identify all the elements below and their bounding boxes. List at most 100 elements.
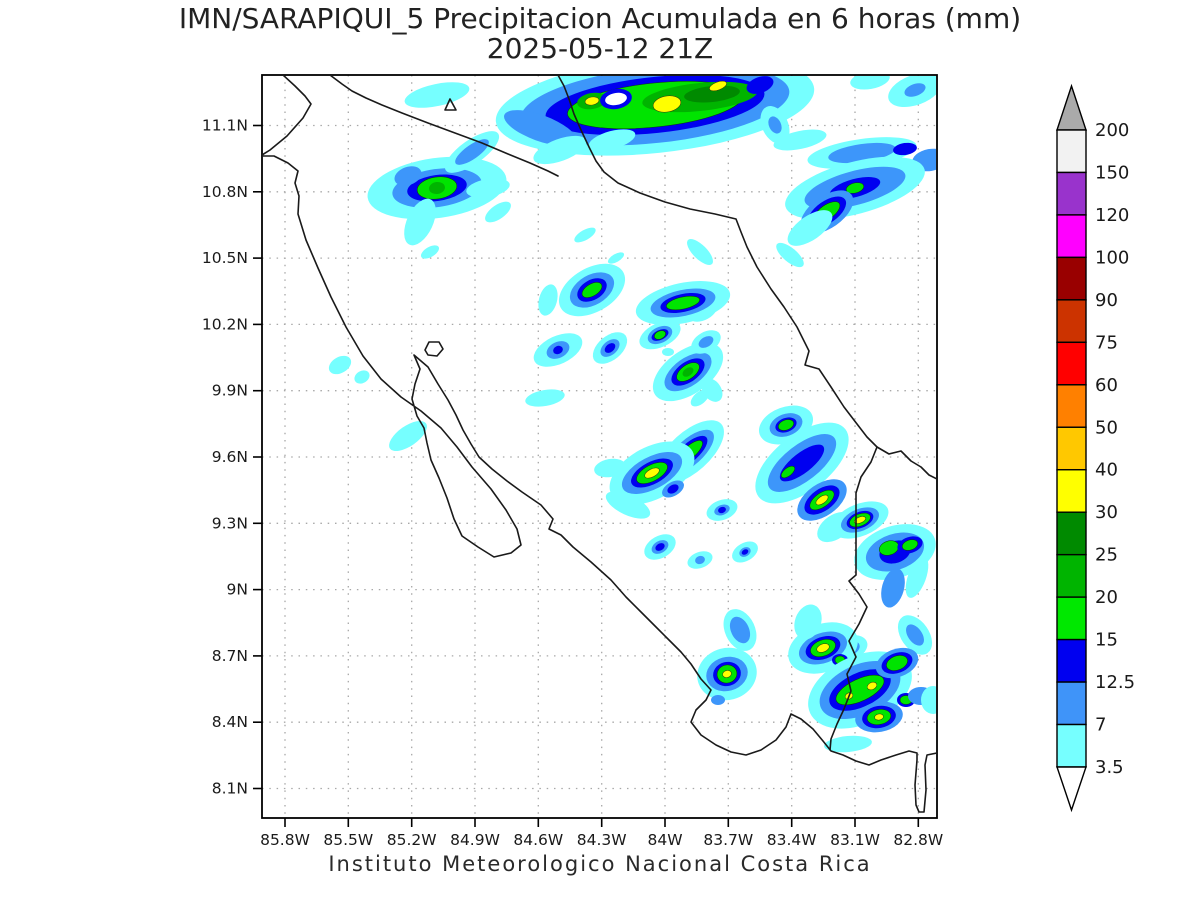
precip-cell: [328, 355, 352, 375]
costa-rica-coastline: [263, 76, 936, 813]
axis-ticks: [253, 124, 920, 827]
colorbar-arrow-bottom: [1056, 766, 1087, 813]
precip-cell: [533, 333, 583, 367]
precip-cell: [644, 534, 676, 560]
precip-cell: [389, 420, 427, 452]
precip-cell: [466, 178, 510, 198]
precip-cell: [850, 76, 890, 90]
precip-cell: [866, 681, 878, 691]
precip-cell: [652, 342, 724, 402]
precip-cell: [594, 458, 626, 478]
precip-cell: [723, 609, 757, 651]
precip-cell: [787, 210, 833, 246]
lon-label: 84.3W: [577, 831, 627, 849]
lat-label: 9.9N: [212, 382, 248, 400]
lon-label: 85.8W: [260, 831, 310, 849]
precip-cell: [897, 536, 923, 554]
colorbar-level-label: 60: [1095, 375, 1118, 396]
colorbar-box: [1056, 553, 1087, 598]
lon-label: 84W: [647, 831, 682, 849]
precip-cell: [875, 647, 919, 679]
precip-cell: [897, 615, 933, 655]
colorbar-level-label: 75: [1095, 332, 1118, 353]
colorbar-level-label: 30: [1095, 502, 1118, 523]
precip-cell: [420, 245, 440, 259]
colorbar-level-label: 3.5: [1095, 757, 1124, 778]
lat-label: 8.4N: [212, 713, 248, 731]
precip-cell: [697, 647, 757, 701]
colorbar-box: [1056, 214, 1087, 259]
lon-label: 84.9W: [450, 831, 500, 849]
colorbar-box: [1056, 681, 1087, 726]
precip-cell: [691, 330, 721, 354]
precip-cell: [525, 389, 565, 407]
precip-cell: [776, 242, 804, 268]
colorbar-level-label: 7: [1095, 715, 1106, 736]
lon-label: 84.6W: [513, 831, 563, 849]
precip-cell: [533, 135, 587, 165]
precip-cell: [662, 480, 684, 498]
colorbar-box: [1056, 723, 1087, 768]
precip-cell: [607, 252, 625, 264]
footer-caption: Instituto Meteorologico Nacional Costa R…: [328, 852, 872, 876]
lon-label: 83.1W: [830, 831, 880, 849]
colorbar-box: [1056, 638, 1087, 683]
colorbar-box: [1056, 426, 1087, 471]
precip-cell: [780, 465, 796, 479]
colorbar-box: [1056, 469, 1087, 513]
lat-label: 9.3N: [212, 514, 248, 532]
colorbar-level-label: 200: [1095, 120, 1129, 141]
lat-label: 8.1N: [212, 780, 248, 798]
precip-cell: [773, 129, 827, 151]
colorbar-box: [1056, 256, 1087, 301]
precip-cell: [797, 479, 847, 521]
precip-cell: [794, 604, 822, 640]
precip-cell: [921, 686, 936, 714]
precip-cell: [831, 501, 889, 539]
precip-cell: [588, 129, 636, 151]
lon-label: 83.4W: [767, 831, 817, 849]
colorbar-level-label: 100: [1095, 247, 1129, 268]
precip-cell: [605, 491, 651, 519]
precip-cell: [684, 85, 740, 103]
precip-cell: [485, 201, 511, 223]
precip-cell: [855, 701, 903, 733]
precip-cell: [690, 389, 710, 407]
colorbar-box: [1056, 384, 1087, 428]
precip-cell: [609, 441, 695, 505]
precip-cell: [592, 332, 628, 364]
precip-cell: [687, 239, 713, 265]
colorbar-box: [1056, 299, 1087, 344]
precipitation-cells: [328, 76, 936, 753]
axis-labels: 11.1N 10.8N 10.5N 10.2N 9.9N 9.6N 9.3N 9N 8.7N 8.…: [202, 117, 943, 850]
lat-label: 10.2N: [202, 315, 248, 333]
page-title: IMN/SARAPIQUI_5 Precipitacion Acumulada …: [178, 2, 1022, 35]
colorbar-box: [1056, 129, 1087, 174]
colorbar-arrow-top: [1056, 83, 1087, 131]
plot-frame: [261, 74, 938, 819]
lon-label: 82.8W: [893, 831, 943, 849]
precip-cell: [905, 556, 929, 598]
precip-cell: [577, 92, 607, 110]
lon-label: 85.2W: [387, 831, 437, 849]
colorbar-box: [1056, 596, 1087, 641]
colorbar-level-label: 20: [1095, 587, 1118, 608]
page-subtitle-date: 2025-05-12 21Z: [486, 32, 714, 65]
lat-label: 10.8N: [202, 183, 248, 201]
lat-label: 8.7N: [212, 647, 248, 665]
colorbar-level-label: 50: [1095, 417, 1118, 438]
lon-label: 85.5W: [323, 831, 373, 849]
colorbar-level-label: 25: [1095, 545, 1118, 566]
precip-cell: [881, 568, 905, 608]
precip-cell: [404, 82, 470, 108]
lat-label: 10.5N: [202, 249, 248, 267]
lat-label: 9.6N: [212, 448, 248, 466]
precip-cell: [558, 263, 626, 317]
precip-cell: [444, 131, 500, 173]
precip-cell: [711, 695, 725, 705]
precip-cell: [504, 110, 576, 146]
precip-cell: [652, 95, 682, 113]
colorbar-legend: 200 150 120 100 90 75 60 50 40 30 25 20 15 12.5 7 3.5: [1056, 83, 1135, 813]
colorbar-level-label: 15: [1095, 630, 1118, 651]
